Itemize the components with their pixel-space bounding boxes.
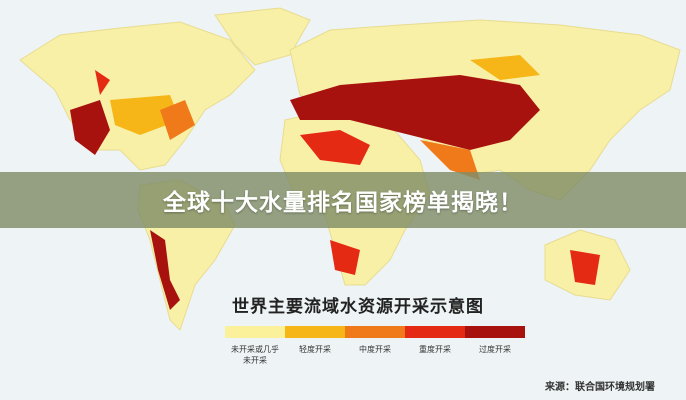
title-banner: 全球十大水量排名国家榜单揭晓！ — [0, 172, 686, 228]
legend-title: 世界主要流域水资源开采示意图 — [232, 297, 484, 317]
region-medium — [420, 140, 480, 180]
region-heavy — [95, 70, 110, 95]
legend-swatch — [225, 326, 285, 338]
north-america — [19, 21, 256, 171]
legend: 未开采或几乎未开采 轻度开采 中度开采 重度开采 过度开采 — [225, 326, 525, 366]
greenland — [214, 7, 311, 66]
legend-label: 未开采或几乎未开采 — [231, 345, 279, 365]
legend-label: 轻度开采 — [299, 345, 331, 354]
legend-item-medium: 中度开采 — [345, 326, 405, 366]
region-heavy — [300, 130, 370, 165]
exploitation-regions — [70, 55, 600, 310]
region-medium — [160, 100, 195, 140]
region-light — [110, 95, 180, 135]
banner-title: 全球十大水量排名国家榜单揭晓！ — [163, 190, 523, 216]
source-credit: 来源：联合国环境规划署 — [545, 382, 655, 393]
legend-label: 中度开采 — [359, 345, 391, 354]
region-heavy — [570, 250, 600, 285]
region-medium — [330, 240, 360, 275]
legend-label: 重度开采 — [419, 345, 451, 354]
region-heavy — [290, 75, 540, 150]
legend-swatch — [285, 326, 345, 338]
legend-swatch — [345, 326, 405, 338]
legend-item-light: 轻度开采 — [285, 326, 345, 366]
legend-item-heavy: 重度开采 — [405, 326, 465, 366]
legend-item-none: 未开采或几乎未开采 — [225, 326, 285, 366]
legend-item-over: 过度开采 — [465, 326, 525, 366]
region-light — [470, 55, 540, 80]
legend-label: 过度开采 — [479, 345, 511, 354]
region-heavy — [150, 230, 180, 310]
legend-swatch — [465, 326, 525, 338]
legend-swatch — [405, 326, 465, 338]
region-heavy — [70, 100, 110, 155]
